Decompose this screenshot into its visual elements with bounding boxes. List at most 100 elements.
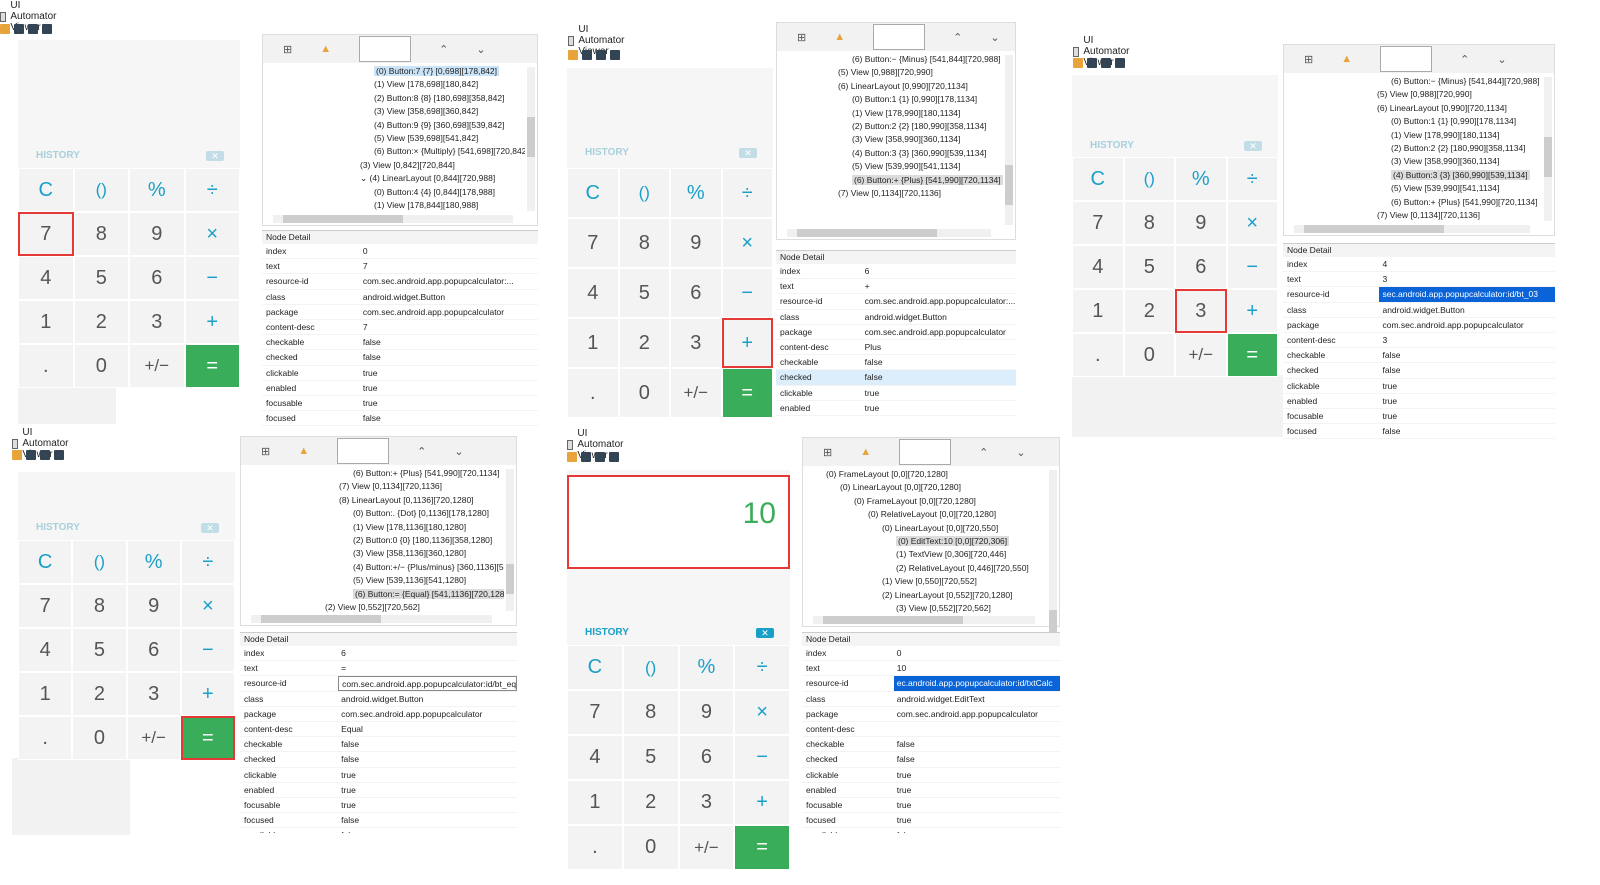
key-button[interactable]: . <box>567 825 623 870</box>
detail-row[interactable]: index 6 <box>240 646 517 662</box>
key-button[interactable]: C <box>567 645 623 690</box>
key-button[interactable]: +/− <box>1175 333 1227 377</box>
tree-node[interactable]: (6) Button:+ {Plus} [541,990][720,1134] <box>241 467 504 480</box>
detail-row[interactable]: focused false <box>240 813 517 829</box>
scrollbar-thumb[interactable] <box>261 615 381 623</box>
detail-row[interactable]: checked false <box>240 752 517 768</box>
expand-all-icon[interactable]: ⊞ <box>283 43 293 56</box>
detail-row[interactable]: class android.widget.Button <box>240 692 517 707</box>
key-button[interactable]: C <box>567 168 619 218</box>
chevron-down-icon[interactable]: ⌄ <box>1016 446 1026 459</box>
tree-node[interactable]: (2) View [0,552][720,562] <box>241 601 504 613</box>
tree-node[interactable]: (6) Button:× {Multiply} [541,698][720,84… <box>263 145 525 158</box>
tree-node[interactable]: (1) View [178,698][180,842] <box>263 78 525 91</box>
compressed-screenshot-icon[interactable] <box>40 450 50 460</box>
hierarchy-tree[interactable]: (6) Button:− {Minus} [541,844][720,988] (… <box>777 53 1003 227</box>
horizontal-scrollbar[interactable] <box>273 215 513 223</box>
key-button[interactable]: − <box>721 268 773 318</box>
vertical-scrollbar[interactable] <box>1049 470 1057 650</box>
vertical-scrollbar[interactable] <box>506 469 514 611</box>
key-button[interactable]: 2 <box>72 672 127 716</box>
backspace-icon[interactable]: ✕ <box>1244 141 1262 151</box>
key-button[interactable]: 7 <box>567 218 619 268</box>
search-input[interactable] <box>873 24 926 50</box>
detail-row[interactable]: enabled true <box>240 783 517 798</box>
chevron-down-icon[interactable]: ⌄ <box>454 445 464 458</box>
tree-node[interactable]: (0) LinearLayout [0,0][720,550] <box>803 522 1047 535</box>
detail-row[interactable]: enabled true <box>776 401 1016 416</box>
key-button[interactable]: 9 <box>670 218 722 268</box>
expand-all-icon[interactable]: ⊞ <box>797 31 807 44</box>
key-button[interactable]: 0 <box>1123 333 1175 377</box>
tree-node[interactable]: (0) Button:. {Dot} [0,1136][178,1280] <box>241 507 504 520</box>
detail-row[interactable]: package com.sec.android.app.popupcalculat… <box>1283 318 1555 333</box>
detail-row[interactable]: checkable false <box>802 737 1060 753</box>
detail-row[interactable]: checked false <box>776 370 1016 386</box>
compressed-screenshot-icon[interactable] <box>596 50 606 60</box>
key-button[interactable]: ÷ <box>721 168 773 218</box>
detail-value[interactable]: android.widget.Button <box>864 311 947 322</box>
detail-row[interactable]: text 10 <box>802 661 1060 677</box>
detail-value[interactable]: false <box>894 828 1060 833</box>
key-button[interactable]: + <box>721 318 773 368</box>
detail-value[interactable]: 4 <box>1382 259 1388 269</box>
scrollbar-thumb[interactable] <box>1544 137 1552 177</box>
key-button[interactable]: +/− <box>126 716 181 760</box>
detail-row[interactable]: class android.widget.Button <box>776 310 1016 325</box>
key-button[interactable]: 6 <box>1175 245 1227 289</box>
detail-value[interactable]: true <box>1382 380 1398 391</box>
warning-icon[interactable]: ▲ <box>1341 53 1353 65</box>
detail-value[interactable]: true <box>362 397 378 408</box>
detail-value[interactable]: android.widget.Button <box>362 291 446 302</box>
detail-row[interactable]: content-desc 7 <box>262 320 538 336</box>
detail-value[interactable]: true <box>341 799 356 810</box>
tree-node[interactable]: (2) Button:2 {2} [180,990][358,1134] <box>777 120 1003 133</box>
key-button[interactable]: 4 <box>18 256 74 300</box>
detail-value[interactable]: false <box>896 739 915 750</box>
detail-row[interactable]: text 7 <box>262 259 538 275</box>
key-button[interactable]: 4 <box>18 628 73 672</box>
horizontal-scrollbar[interactable] <box>787 229 991 237</box>
detail-value[interactable]: true <box>864 387 880 398</box>
search-input[interactable] <box>899 439 952 465</box>
key-button[interactable]: = <box>1226 333 1278 377</box>
tree-node[interactable]: (5) View [539,1136][541,1280] <box>241 574 504 587</box>
detail-value[interactable]: true <box>864 402 880 413</box>
key-button[interactable]: 7 <box>18 212 74 256</box>
detail-row[interactable]: content-desc Plus <box>776 340 1016 356</box>
key-button[interactable]: − <box>180 628 235 672</box>
horizontal-scrollbar[interactable] <box>1294 225 1530 233</box>
detail-value[interactable]: true <box>1382 410 1398 421</box>
key-button[interactable]: 6 <box>678 735 735 780</box>
tree-node[interactable]: (1) View [178,990][180,1134] <box>1284 129 1542 142</box>
backspace-icon[interactable]: ✕ <box>206 151 224 161</box>
search-input[interactable] <box>1380 46 1433 72</box>
detail-value[interactable]: 10 <box>896 663 907 674</box>
compressed-screenshot-icon[interactable] <box>1101 58 1111 68</box>
detail-value[interactable]: false <box>341 815 360 826</box>
tree-node[interactable]: (6) Button:= {Equal} [541,1136][720,1280… <box>241 588 504 601</box>
hierarchy-tree[interactable]: (0) FrameLayout [0,0][720,1280] (0) Linea… <box>803 468 1047 614</box>
key-button[interactable]: × <box>734 690 790 735</box>
detail-value[interactable]: true <box>1382 395 1398 406</box>
detail-row[interactable]: checkable false <box>776 355 1016 371</box>
save-icon[interactable] <box>609 452 619 462</box>
detail-value[interactable]: Equal <box>341 723 363 734</box>
tree-node[interactable]: (2) LinearLayout [0,552][720,1280] <box>803 589 1047 602</box>
key-button[interactable]: 8 <box>622 690 679 735</box>
key-button[interactable]: × <box>180 584 235 628</box>
key-button[interactable]: = <box>184 344 240 388</box>
detail-value[interactable]: com.sec.android.app.popupcalculator <box>1382 319 1524 330</box>
detail-value[interactable]: 0 <box>896 648 902 658</box>
detail-value[interactable]: true <box>362 367 378 378</box>
detail-value[interactable]: 3 <box>1382 334 1388 345</box>
tree-node[interactable]: (6) LinearLayout [0,990][720,1134] <box>1284 102 1542 115</box>
tree-node[interactable]: (2) Button:0 {0} [180,1136][358,1280] <box>241 534 504 547</box>
detail-value[interactable]: false <box>362 337 381 348</box>
device-screenshot-icon[interactable] <box>1087 58 1097 68</box>
detail-value[interactable]: com.sec.android.app.popupcalculator:id/b… <box>338 676 517 691</box>
detail-row[interactable]: resource-id com.sec.android.app.popupcalc… <box>776 294 1016 310</box>
key-button[interactable]: 2 <box>73 300 129 344</box>
vertical-scrollbar[interactable] <box>1005 55 1013 225</box>
expand-all-icon[interactable]: ⊞ <box>261 445 271 458</box>
